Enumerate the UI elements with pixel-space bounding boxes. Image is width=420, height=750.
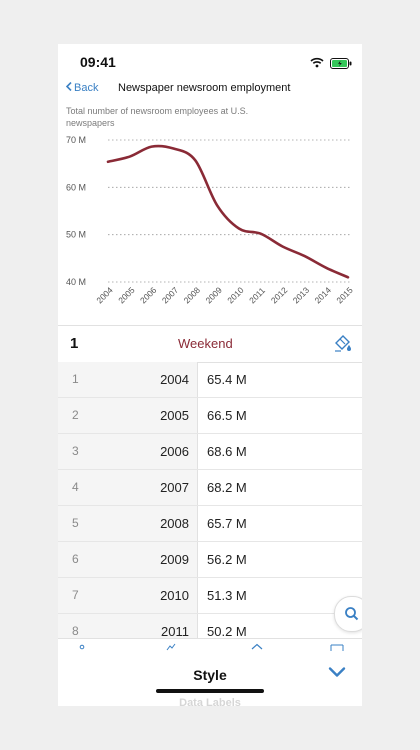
table-row[interactable]: 7 2010 51.3 M bbox=[58, 578, 362, 614]
row-number: 7 bbox=[58, 578, 88, 613]
row-number: 5 bbox=[58, 506, 88, 541]
row-number: 8 bbox=[58, 614, 88, 638]
chevron-left-icon bbox=[65, 81, 72, 94]
y-tick-label: 50 M bbox=[66, 230, 86, 240]
status-time: 09:41 bbox=[80, 54, 116, 70]
line-chart: 40 M 50 M 60 M 70 M 2004 2005 2006 2007 2008 2009… bbox=[66, 135, 355, 306]
battery-icon bbox=[330, 56, 352, 74]
chevron-down-icon[interactable] bbox=[328, 665, 346, 683]
x-tick-label: 2004 bbox=[94, 285, 115, 306]
page-title: Newspaper newsroom employment bbox=[118, 82, 291, 94]
phone-screen: 09:41 Back Newspaper newsroom employmen bbox=[58, 44, 362, 706]
x-tick-label: 2013 bbox=[291, 285, 312, 306]
row-value-cell[interactable]: 56.2 M bbox=[207, 552, 247, 567]
table-row[interactable]: 8 2011 50.2 M bbox=[58, 614, 362, 638]
row-number: 1 bbox=[58, 362, 88, 397]
back-label: Back bbox=[74, 82, 99, 94]
row-number: 2 bbox=[58, 398, 88, 433]
line-tab-icon[interactable] bbox=[166, 643, 176, 653]
series-name[interactable]: Weekend bbox=[178, 336, 233, 351]
navigation-bar: Back Newspaper newsroom employment bbox=[58, 80, 362, 102]
x-tick-label: 2011 bbox=[247, 285, 267, 305]
x-tick-label: 2008 bbox=[182, 285, 203, 306]
x-tick-label: 2009 bbox=[203, 285, 224, 306]
row-year-cell[interactable]: 2011 bbox=[88, 614, 198, 638]
home-indicator bbox=[156, 689, 264, 693]
data-table: 1 2004 65.4 M 2 2005 66.5 M 3 2006 68.6 M 4 2007 68… bbox=[58, 362, 362, 638]
table-row[interactable]: 6 2009 56.2 M bbox=[58, 542, 362, 578]
table-row[interactable]: 4 2007 68.2 M bbox=[58, 470, 362, 506]
data-column-header: 1 Weekend bbox=[58, 325, 362, 363]
row-value-cell[interactable]: 68.6 M bbox=[207, 444, 247, 459]
row-value-cell[interactable]: 65.4 M bbox=[207, 372, 247, 387]
dot-tab-icon[interactable] bbox=[78, 643, 86, 653]
row-year-cell[interactable]: 2008 bbox=[88, 506, 198, 541]
row-value-cell[interactable]: 51.3 M bbox=[207, 588, 247, 603]
header-row-label: 1 bbox=[70, 335, 79, 352]
chevron-up-icon[interactable] bbox=[251, 643, 263, 653]
row-year-cell[interactable]: 2007 bbox=[88, 470, 198, 505]
row-year-cell[interactable]: 2009 bbox=[88, 542, 198, 577]
row-value-cell[interactable]: 50.2 M bbox=[207, 624, 247, 638]
panel-title: Style bbox=[193, 667, 227, 683]
y-tick-label: 70 M bbox=[66, 135, 86, 145]
series-line-weekend bbox=[106, 144, 350, 279]
x-tick-label: 2010 bbox=[225, 285, 246, 306]
row-number: 3 bbox=[58, 434, 88, 469]
x-tick-label: 2014 bbox=[313, 285, 334, 306]
chart-subtitle: Total number of newsroom employees at U.… bbox=[66, 106, 249, 128]
table-row[interactable]: 2 2005 66.5 M bbox=[58, 398, 362, 434]
back-button[interactable]: Back bbox=[65, 81, 99, 94]
x-tick-label: 2012 bbox=[269, 285, 290, 306]
x-tick-label: 2007 bbox=[160, 285, 181, 306]
style-panel: Style Data Labels bbox=[58, 638, 362, 706]
next-section-label: Data Labels bbox=[179, 697, 241, 706]
wifi-icon bbox=[310, 55, 324, 73]
row-number: 6 bbox=[58, 542, 88, 577]
y-tick-label: 40 M bbox=[66, 277, 86, 287]
search-button[interactable] bbox=[334, 596, 362, 632]
table-row[interactable]: 5 2008 65.7 M bbox=[58, 506, 362, 542]
status-bar: 09:41 bbox=[58, 44, 362, 82]
row-year-cell[interactable]: 2006 bbox=[88, 434, 198, 469]
row-value-cell[interactable]: 68.2 M bbox=[207, 480, 247, 495]
row-value-cell[interactable]: 65.7 M bbox=[207, 516, 247, 531]
y-tick-label: 60 M bbox=[66, 182, 86, 192]
search-icon bbox=[345, 607, 359, 621]
x-tick-label: 2015 bbox=[334, 285, 355, 306]
table-row[interactable]: 1 2004 65.4 M bbox=[58, 362, 362, 398]
table-row[interactable]: 3 2006 68.6 M bbox=[58, 434, 362, 470]
row-year-cell[interactable]: 2004 bbox=[88, 362, 198, 397]
row-year-cell[interactable]: 2010 bbox=[88, 578, 198, 613]
table-tab-icon[interactable] bbox=[330, 643, 344, 653]
x-tick-label: 2006 bbox=[138, 285, 159, 306]
row-year-cell[interactable]: 2005 bbox=[88, 398, 198, 433]
paint-bucket-icon[interactable] bbox=[332, 334, 352, 359]
row-value-cell[interactable]: 66.5 M bbox=[207, 408, 247, 423]
row-number: 4 bbox=[58, 470, 88, 505]
x-tick-label: 2005 bbox=[116, 285, 137, 306]
